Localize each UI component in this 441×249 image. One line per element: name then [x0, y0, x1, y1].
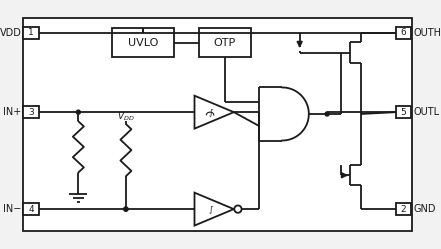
Circle shape: [124, 207, 128, 211]
Circle shape: [234, 205, 242, 213]
Text: 2: 2: [401, 205, 406, 214]
Text: 5: 5: [400, 108, 406, 117]
Text: ∫: ∫: [209, 108, 213, 117]
Bar: [199, 28, 251, 57]
Bar: [23, 203, 39, 215]
Bar: [396, 106, 411, 118]
Text: OTP: OTP: [213, 38, 236, 48]
Bar: [23, 106, 39, 118]
Text: 3: 3: [28, 108, 34, 117]
Text: OUTH: OUTH: [413, 28, 441, 38]
Text: 6: 6: [400, 28, 406, 37]
Bar: [112, 28, 174, 57]
Text: 4: 4: [28, 205, 34, 214]
Text: OUTL: OUTL: [413, 107, 439, 117]
Text: VDD: VDD: [0, 28, 22, 38]
Circle shape: [76, 110, 80, 114]
Bar: [23, 27, 39, 39]
Circle shape: [124, 207, 128, 211]
Circle shape: [325, 112, 329, 116]
Bar: [396, 203, 411, 215]
Bar: [396, 27, 411, 39]
Text: ∫: ∫: [209, 205, 213, 214]
Text: GND: GND: [413, 204, 436, 214]
Text: IN−: IN−: [3, 204, 22, 214]
Text: IN+: IN+: [4, 107, 22, 117]
Text: 1: 1: [28, 28, 34, 37]
Text: UVLO: UVLO: [128, 38, 158, 48]
Text: $V_{DD}$: $V_{DD}$: [117, 111, 135, 123]
